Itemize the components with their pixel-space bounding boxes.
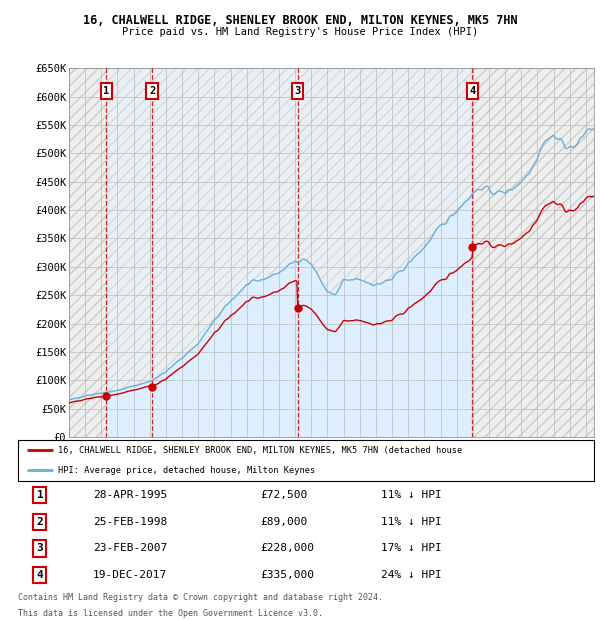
- Text: £89,000: £89,000: [260, 516, 307, 527]
- Bar: [106, 68, 152, 437]
- Text: HPI: Average price, detached house, Milton Keynes: HPI: Average price, detached house, Milt…: [58, 466, 316, 475]
- Text: 4: 4: [37, 570, 43, 580]
- Text: 11% ↓ HPI: 11% ↓ HPI: [381, 516, 442, 527]
- Text: 17% ↓ HPI: 17% ↓ HPI: [381, 543, 442, 554]
- Text: Price paid vs. HM Land Registry's House Price Index (HPI): Price paid vs. HM Land Registry's House …: [122, 27, 478, 37]
- Text: 1: 1: [103, 86, 110, 96]
- Text: 19-DEC-2017: 19-DEC-2017: [93, 570, 167, 580]
- Text: 24% ↓ HPI: 24% ↓ HPI: [381, 570, 442, 580]
- Bar: [152, 68, 298, 437]
- Text: 2: 2: [149, 86, 155, 96]
- Text: 28-APR-1995: 28-APR-1995: [93, 490, 167, 500]
- Text: 16, CHALWELL RIDGE, SHENLEY BROOK END, MILTON KEYNES, MK5 7HN: 16, CHALWELL RIDGE, SHENLEY BROOK END, M…: [83, 14, 517, 27]
- Text: 3: 3: [295, 86, 301, 96]
- Text: £72,500: £72,500: [260, 490, 307, 500]
- Text: 11% ↓ HPI: 11% ↓ HPI: [381, 490, 442, 500]
- Text: 25-FEB-1998: 25-FEB-1998: [93, 516, 167, 527]
- Text: £335,000: £335,000: [260, 570, 314, 580]
- Text: 2: 2: [37, 516, 43, 527]
- Text: 16, CHALWELL RIDGE, SHENLEY BROOK END, MILTON KEYNES, MK5 7HN (detached house: 16, CHALWELL RIDGE, SHENLEY BROOK END, M…: [58, 446, 463, 455]
- Bar: [69, 68, 106, 437]
- Bar: [472, 68, 594, 437]
- Text: 3: 3: [37, 543, 43, 554]
- Text: £228,000: £228,000: [260, 543, 314, 554]
- Text: 23-FEB-2007: 23-FEB-2007: [93, 543, 167, 554]
- Text: 4: 4: [469, 86, 475, 96]
- Text: 1: 1: [37, 490, 43, 500]
- Text: This data is licensed under the Open Government Licence v3.0.: This data is licensed under the Open Gov…: [18, 609, 323, 618]
- Text: Contains HM Land Registry data © Crown copyright and database right 2024.: Contains HM Land Registry data © Crown c…: [18, 593, 383, 603]
- Bar: [298, 68, 472, 437]
